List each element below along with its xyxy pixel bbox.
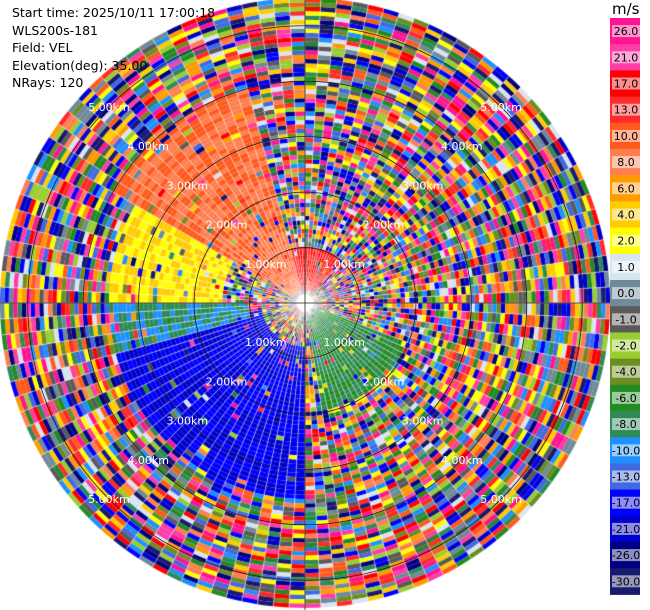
colorbar-tick-bg xyxy=(612,418,640,431)
colorbar-tick-bg xyxy=(612,103,640,116)
range-ring-label: 3.00km xyxy=(167,415,209,428)
colorbar-tick-bg xyxy=(612,287,640,300)
colorbar-tick-bg xyxy=(612,208,640,221)
colorbar-tick-bg xyxy=(612,129,640,142)
range-ring-label: 5.00km xyxy=(480,493,522,506)
colorbar-tick-bg xyxy=(612,77,640,90)
colorbar-tick-bg xyxy=(612,496,640,509)
colorbar-tick-bg xyxy=(612,156,640,169)
colorbar-tick-label: -17.0 xyxy=(612,497,640,510)
range-ring-label: 2.00km xyxy=(206,219,248,232)
range-ring-label: 4.00km xyxy=(127,454,169,467)
range-ring-label: 3.00km xyxy=(167,179,209,192)
range-ring-label: 4.00km xyxy=(441,454,483,467)
field-label: Field: VEL xyxy=(12,40,73,55)
colorbar-tick-bg xyxy=(612,470,640,483)
colorbar-tick-label: 4.0 xyxy=(617,209,635,222)
colorbar-tick-label: -21.0 xyxy=(612,523,640,536)
colorbar-tick-label: -4.0 xyxy=(615,366,636,379)
range-ring-label: 5.00km xyxy=(88,493,130,506)
colorbar-tick-bg xyxy=(612,313,640,326)
colorbar-tick-label: 10.0 xyxy=(614,130,639,143)
colorbar-tick-label: -30.0 xyxy=(612,575,640,588)
colorbar-tick-bg xyxy=(612,260,640,273)
colorbar-tick-label: 17.0 xyxy=(614,78,639,91)
instrument-label: WLS200s-181 xyxy=(12,22,98,38)
colorbar-tick-label: -1.0 xyxy=(615,313,636,326)
range-ring-label: 4.00km xyxy=(127,140,169,153)
colorbar-tick-bg xyxy=(612,234,640,247)
elevation-label: Elevation(deg): 35.00 xyxy=(12,57,148,73)
colorbar-tick-bg xyxy=(612,549,640,562)
range-ring-label: 1.00km xyxy=(323,258,365,271)
range-ring-label: 2.00km xyxy=(206,375,248,388)
range-ring-label: 1.00km xyxy=(245,258,287,271)
range-ring-label: 2.00km xyxy=(363,375,405,388)
range-ring-label: 1.00km xyxy=(245,336,287,349)
range-ring-label: 3.00km xyxy=(402,415,444,428)
colorbar-tick-bg xyxy=(612,575,640,588)
start-time-label: Start time: 2025/10/11 17:00:18 xyxy=(12,5,216,20)
colorbar-tick-label: 13.0 xyxy=(614,104,639,117)
range-ring-label: 4.00km xyxy=(441,140,483,153)
range-ring-label: 5.00km xyxy=(88,101,130,114)
info-panel: Start time: 2025/10/11 17:00:18 WLS200s-… xyxy=(12,4,215,92)
colorbar-tick-label: -26.0 xyxy=(612,549,640,562)
colorbar-tick-label: -8.0 xyxy=(615,418,636,431)
colorbar-tick-bg xyxy=(612,51,640,64)
colorbar-tick-bg xyxy=(612,391,640,404)
colorbar-tick-bg xyxy=(612,522,640,535)
colorbar-tick-bg xyxy=(612,25,640,38)
colorbar-tick-label: -13.0 xyxy=(612,471,640,484)
colorbar-tick-label: 21.0 xyxy=(614,51,639,64)
colorbar-tick-bg xyxy=(612,182,640,195)
range-ring-overlay: 1.00km 1.00km 1.00km 1.00km 2.00km 2.00km 2.00… xyxy=(0,0,610,610)
colorbar-tick-label: 1.0 xyxy=(617,261,635,274)
range-ring-label: 1.00km xyxy=(323,336,365,349)
nrays-label: NRays: 120 xyxy=(12,75,84,90)
colorbar: 26.0 21.0 17.0 13.0 10.0 8.0 6.0 4.0 2.0 1.0 0.0 -1… xyxy=(610,18,640,595)
colorbar-tick-bg xyxy=(612,444,640,457)
range-ring-label: 3.00km xyxy=(402,179,444,192)
range-ring-label: 2.00km xyxy=(363,219,405,232)
colorbar-tick-bg xyxy=(612,339,640,352)
colorbar-tick-label: 26.0 xyxy=(614,25,639,38)
colorbar-tick-label: 2.0 xyxy=(617,235,635,248)
colorbar-tick-bg xyxy=(612,365,640,378)
colorbar-unit: m/s xyxy=(612,0,640,18)
colorbar-tick-label: -10.0 xyxy=(612,444,640,457)
colorbar-tick-label: -2.0 xyxy=(615,340,636,353)
colorbar-tick-label: -6.0 xyxy=(615,392,636,405)
colorbar-tick-label: 0.0 xyxy=(617,287,635,300)
colorbar-tick-label: 8.0 xyxy=(617,156,635,169)
colorbar-tick-label: 6.0 xyxy=(617,182,635,195)
range-ring-label: 5.00km xyxy=(480,101,522,114)
